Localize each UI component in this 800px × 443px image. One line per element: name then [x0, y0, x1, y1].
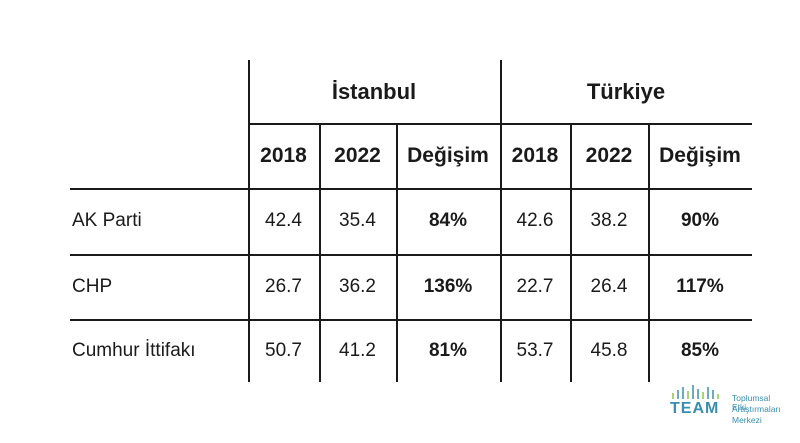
value-cell: 22.7	[516, 275, 554, 297]
row-label: Cumhur İttifakı	[72, 339, 196, 361]
row-divider	[70, 188, 752, 190]
logo-bar	[717, 394, 719, 399]
row-label: AK Parti	[72, 210, 142, 231]
logo-bar	[702, 392, 704, 399]
row-label: CHP	[72, 275, 113, 297]
column-header: Değişim	[659, 143, 741, 167]
group-header-turkiye: Türkiye	[586, 78, 666, 104]
logo-subtitle-line-2: Araştırmaları	[732, 404, 781, 414]
logo-wordmark: TEAM	[670, 400, 720, 417]
column-header: Değişim	[407, 143, 489, 167]
logo-bar	[707, 387, 709, 399]
value-cell: 50.7	[265, 339, 302, 361]
value-cell: 41.2	[339, 339, 376, 361]
column-divider	[500, 60, 502, 382]
column-divider	[319, 123, 321, 382]
logo-bar	[687, 391, 689, 399]
value-cell: 53.7	[516, 339, 554, 361]
value-cell: 42.4	[265, 210, 302, 231]
row-divider	[70, 254, 752, 256]
column-divider	[570, 123, 572, 382]
team-logo: TEAM Toplumsal Etki Araştırmaları Merkez…	[670, 384, 781, 436]
value-cell: 38.2	[590, 210, 628, 231]
value-cell: 35.4	[339, 210, 376, 231]
column-header: 2018	[260, 143, 307, 167]
change-cell: 90%	[680, 210, 720, 231]
change-cell: 136%	[423, 275, 473, 297]
logo-bars-icon	[672, 385, 719, 399]
column-header: 2022	[585, 143, 633, 167]
logo-bar	[677, 390, 679, 399]
change-cell: 117%	[676, 275, 724, 297]
value-cell: 42.6	[516, 210, 554, 231]
logo-subtitle-line-3: Merkezi	[732, 415, 762, 425]
value-cell: 26.7	[265, 275, 302, 297]
change-cell: 85%	[680, 339, 720, 361]
column-header: 2022	[334, 143, 381, 167]
value-cell: 36.2	[339, 275, 376, 297]
change-cell: 81%	[428, 339, 468, 361]
logo-bar	[682, 387, 684, 399]
logo-bar	[672, 393, 674, 399]
column-divider	[248, 60, 250, 382]
group-header-istanbul: İstanbul	[331, 78, 417, 104]
value-cell: 45.8	[590, 339, 628, 361]
value-cell: 26.4	[590, 275, 628, 297]
row-divider	[70, 319, 752, 321]
logo-bar	[712, 390, 714, 399]
column-divider	[396, 123, 398, 382]
logo-subtitle-line-1: Toplumsal Etki	[732, 393, 771, 412]
change-cell: 84%	[428, 210, 468, 231]
column-header: 2018	[511, 143, 559, 167]
column-divider	[648, 123, 650, 382]
data-table: İstanbul Türkiye 2018 2022 Değişim 2018 2022 De…	[70, 60, 752, 382]
logo-bar	[692, 385, 694, 399]
logo-bar	[697, 389, 699, 399]
